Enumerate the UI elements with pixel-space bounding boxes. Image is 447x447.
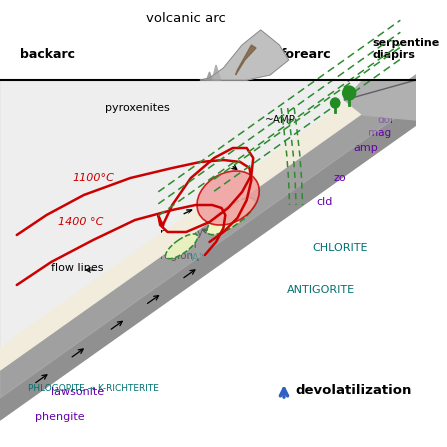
Text: backarc: backarc <box>21 49 76 62</box>
Text: dol: dol <box>377 115 393 125</box>
Text: forearc: forearc <box>281 49 332 62</box>
Polygon shape <box>0 81 376 370</box>
Polygon shape <box>236 45 256 75</box>
Text: 10Å: 10Å <box>225 213 245 224</box>
Ellipse shape <box>197 171 259 225</box>
Text: serpentine
diapirs: serpentine diapirs <box>372 38 440 59</box>
Text: ~AMP: ~AMP <box>266 115 296 125</box>
Text: devolatilization: devolatilization <box>295 384 412 397</box>
Text: PHLOGOPITE → K-RICHTERITE: PHLOGOPITE → K-RICHTERITE <box>28 384 159 393</box>
Circle shape <box>342 86 356 100</box>
Polygon shape <box>212 65 221 80</box>
Polygon shape <box>0 75 416 420</box>
Ellipse shape <box>207 198 255 235</box>
Polygon shape <box>0 75 416 398</box>
Text: cc: cc <box>377 105 388 115</box>
Ellipse shape <box>165 234 198 259</box>
Text: flow lines: flow lines <box>51 263 104 273</box>
Text: mag: mag <box>368 128 391 138</box>
Polygon shape <box>207 72 212 80</box>
Text: 1100°C: 1100°C <box>72 173 114 183</box>
Text: pyroxenites: pyroxenites <box>105 103 170 113</box>
Text: volcanic arc: volcanic arc <box>146 12 226 25</box>
Text: phengite: phengite <box>35 412 85 422</box>
Text: amp: amp <box>354 143 379 153</box>
Polygon shape <box>200 30 289 80</box>
Polygon shape <box>0 75 416 370</box>
Text: zo: zo <box>333 173 346 183</box>
Circle shape <box>330 98 340 108</box>
Text: partially
molten
region: partially molten region <box>160 228 203 261</box>
Text: CHLORITE: CHLORITE <box>312 243 367 253</box>
Text: lawsonite: lawsonite <box>51 387 104 396</box>
Text: ANTIGORITE: ANTIGORITE <box>287 285 355 295</box>
Text: cld: cld <box>316 197 333 207</box>
Polygon shape <box>345 80 416 120</box>
Text: "A": "A" <box>187 253 204 263</box>
Text: 1400 °C: 1400 °C <box>58 217 103 227</box>
